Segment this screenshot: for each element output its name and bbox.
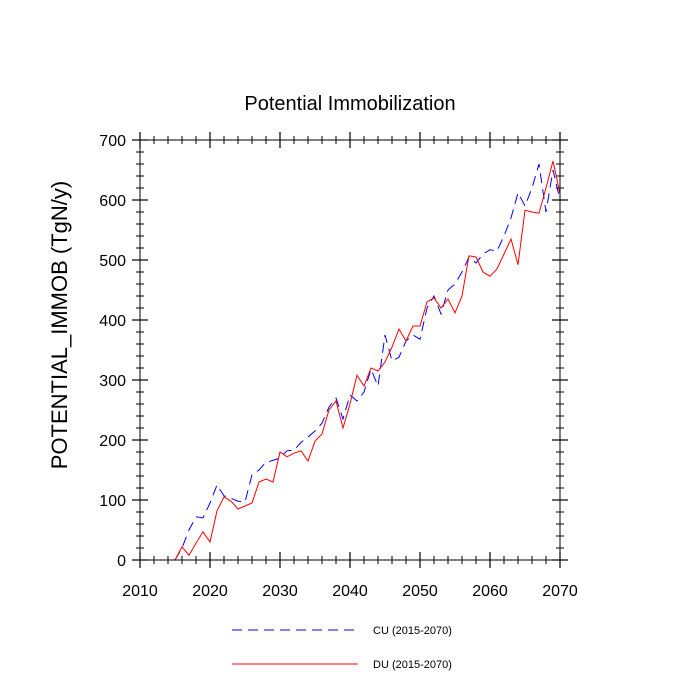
legend-label-cu: CU (2015-2070) xyxy=(373,625,452,637)
y-tick-label: 0 xyxy=(117,553,126,570)
y-tick-label: 100 xyxy=(99,493,126,510)
y-tick-label: 500 xyxy=(99,253,126,270)
major-ticks xyxy=(132,132,568,568)
x-tick-label: 2020 xyxy=(192,583,228,600)
y-tick-label: 200 xyxy=(99,433,126,450)
legend: CU (2015-2070) DU (2015-2070) xyxy=(232,625,452,671)
x-tick-label: 2030 xyxy=(262,583,298,600)
series-line-cu xyxy=(174,163,561,561)
y-tick-label: 600 xyxy=(99,193,126,210)
series-layer xyxy=(174,160,561,561)
y-tick-label: 700 xyxy=(99,133,126,150)
legend-label-du: DU (2015-2070) xyxy=(373,659,452,671)
y-axis-label: POTENTIAL_IMMOB (TgN/y) xyxy=(47,181,72,469)
x-tick-label: 2060 xyxy=(472,583,508,600)
x-tick-labels: 2010 2020 2030 2040 2050 2060 2070 xyxy=(122,583,578,600)
y-tick-label: 300 xyxy=(99,373,126,390)
y-tick-label: 400 xyxy=(99,313,126,330)
x-tick-label: 2010 xyxy=(122,583,158,600)
plot-frame xyxy=(139,139,561,561)
series-line-du xyxy=(174,160,561,561)
minor-ticks xyxy=(136,136,564,564)
x-tick-label: 2070 xyxy=(542,583,578,600)
x-tick-label: 2050 xyxy=(402,583,438,600)
x-tick-label: 2040 xyxy=(332,583,368,600)
chart-title: Potential Immobilization xyxy=(244,93,455,115)
y-tick-labels: 0 100 200 300 400 500 600 700 xyxy=(99,133,126,570)
